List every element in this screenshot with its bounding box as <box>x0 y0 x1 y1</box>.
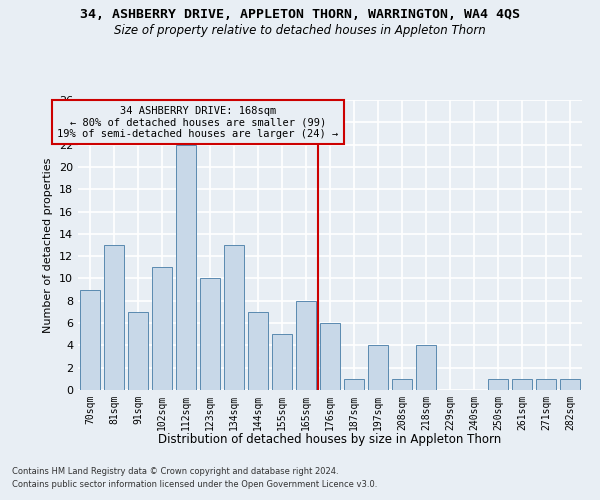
Bar <box>344 379 364 390</box>
Bar <box>128 312 148 390</box>
Text: Distribution of detached houses by size in Appleton Thorn: Distribution of detached houses by size … <box>158 432 502 446</box>
Bar <box>392 379 412 390</box>
Bar <box>224 245 244 390</box>
Bar <box>488 379 508 390</box>
Bar <box>296 301 316 390</box>
Y-axis label: Number of detached properties: Number of detached properties <box>43 158 53 332</box>
Bar <box>200 278 220 390</box>
Bar <box>152 268 172 390</box>
Bar <box>560 379 580 390</box>
Bar <box>368 346 388 390</box>
Bar <box>512 379 532 390</box>
Text: 34 ASHBERRY DRIVE: 168sqm
← 80% of detached houses are smaller (99)
19% of semi-: 34 ASHBERRY DRIVE: 168sqm ← 80% of detac… <box>58 106 338 139</box>
Bar <box>272 334 292 390</box>
Bar <box>536 379 556 390</box>
Text: Contains HM Land Registry data © Crown copyright and database right 2024.: Contains HM Land Registry data © Crown c… <box>12 467 338 476</box>
Bar <box>248 312 268 390</box>
Bar <box>104 245 124 390</box>
Bar <box>176 144 196 390</box>
Bar <box>320 323 340 390</box>
Bar <box>80 290 100 390</box>
Text: Contains public sector information licensed under the Open Government Licence v3: Contains public sector information licen… <box>12 480 377 489</box>
Text: Size of property relative to detached houses in Appleton Thorn: Size of property relative to detached ho… <box>114 24 486 37</box>
Text: 34, ASHBERRY DRIVE, APPLETON THORN, WARRINGTON, WA4 4QS: 34, ASHBERRY DRIVE, APPLETON THORN, WARR… <box>80 8 520 20</box>
Bar <box>416 346 436 390</box>
